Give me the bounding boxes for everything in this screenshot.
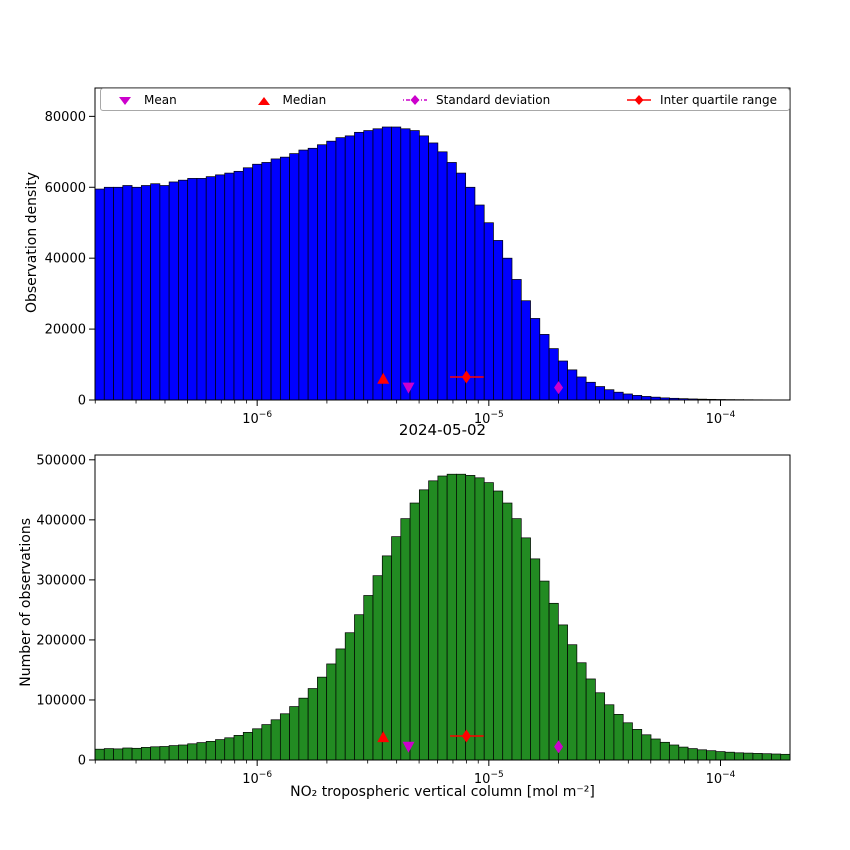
bottom-panel: 0 100000 200000 300000 400000 500000 10−6 10−5 1… <box>36 453 791 787</box>
svg-text:0: 0 <box>78 394 86 409</box>
svg-text:10−4: 10−4 <box>706 410 736 427</box>
iqr-diamond-line-icon <box>627 94 652 105</box>
legend-item-iqr: Inter quartile range <box>625 93 777 107</box>
svg-text:300000: 300000 <box>36 573 86 588</box>
legend: Mean Median Standard deviation Inter qua… <box>100 88 790 111</box>
legend-item-median: Median <box>252 92 327 107</box>
mean-marker <box>402 741 415 753</box>
svg-text:10−5: 10−5 <box>474 410 504 427</box>
legend-label-mean: Mean <box>144 92 177 107</box>
legend-item-mean: Mean <box>113 93 177 107</box>
svg-text:60000: 60000 <box>45 181 86 196</box>
axis-ticks: 0 20000 40000 60000 80000 10−6 10−5 10−4 <box>45 110 736 427</box>
svg-text:20000: 20000 <box>45 323 86 338</box>
top-y-axis-label: Observation density <box>24 172 40 314</box>
histogram-bars <box>94 473 791 761</box>
median-marker <box>377 372 390 384</box>
svg-text:10−6: 10−6 <box>242 410 272 427</box>
svg-text:200000: 200000 <box>36 633 86 648</box>
histogram-bars <box>94 126 791 401</box>
svg-text:500000: 500000 <box>36 453 86 468</box>
axes-title: 2024-05-02 <box>398 421 487 439</box>
svg-text:400000: 400000 <box>36 513 86 528</box>
svg-text:10−4: 10−4 <box>706 770 736 787</box>
inter-quartile-range-marker <box>461 729 471 743</box>
statistic-markers <box>377 370 564 395</box>
svg-text:0: 0 <box>78 754 86 769</box>
svg-text:40000: 40000 <box>45 252 86 267</box>
top-panel: 0 20000 40000 60000 80000 10−6 10−5 10−4 <box>45 87 791 427</box>
bottom-y-axis-label: Number of observations <box>18 518 34 687</box>
x-axis-label: NO₂ tropospheric vertical column [mol m⁻… <box>290 784 595 800</box>
svg-text:80000: 80000 <box>45 110 86 125</box>
svg-text:10−6: 10−6 <box>242 770 272 787</box>
median-triangle-up-icon <box>257 96 270 105</box>
mean-marker <box>402 382 415 394</box>
axis-ticks: 0 100000 200000 300000 400000 500000 10−6 10−5 1… <box>36 453 735 787</box>
standard-deviation-marker <box>554 381 564 395</box>
legend-label-median: Median <box>282 92 327 107</box>
svg-text:10−5: 10−5 <box>474 770 504 787</box>
legend-item-std: Standard deviation <box>401 93 550 107</box>
legend-label-iqr: Inter quartile range <box>660 92 777 107</box>
standard-deviation-marker <box>554 740 564 754</box>
legend-label-std: Standard deviation <box>436 92 551 107</box>
statistic-markers <box>377 729 564 754</box>
mean-triangle-down-icon <box>119 96 131 105</box>
median-marker <box>377 731 390 743</box>
inter-quartile-range-marker <box>461 370 471 384</box>
svg-text:100000: 100000 <box>36 693 86 708</box>
std-diamond-dashdot-icon <box>403 94 428 105</box>
